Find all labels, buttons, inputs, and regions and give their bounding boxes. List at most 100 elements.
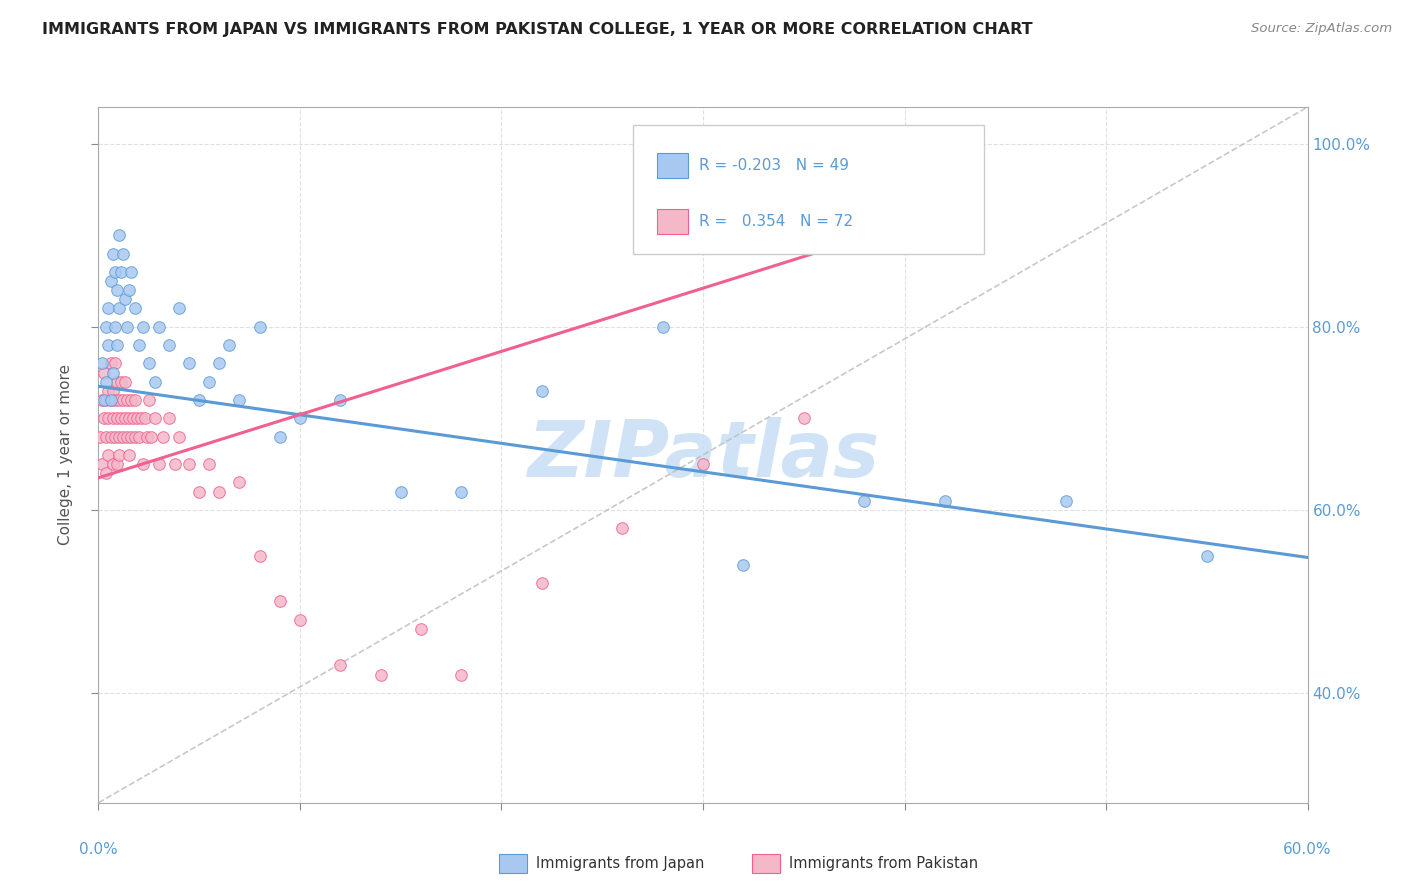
Point [120,429,142,443]
Point [101,411,124,425]
Point [139,429,162,443]
Point [198,375,221,389]
Point [409,622,432,636]
Point [208,356,231,370]
Point [128,429,150,443]
Text: IMMIGRANTS FROM JAPAN VS IMMIGRANTS FROM PAKISTAN COLLEGE, 1 YEAR OR MORE CORREL: IMMIGRANTS FROM JAPAN VS IMMIGRANTS FROM… [42,22,1033,37]
Point [138,392,160,407]
Point [692,457,714,471]
Point [1054,493,1077,508]
Point [93,392,115,407]
Point [188,484,211,499]
Point [179,356,201,370]
Point [111,246,134,260]
Text: ZIPatlas: ZIPatlas [527,417,879,493]
Point [228,392,250,407]
Point [129,411,152,425]
Point [167,301,190,316]
Point [96,392,118,407]
Point [163,457,186,471]
Point [208,484,231,499]
Y-axis label: College, 1 year or more: College, 1 year or more [58,365,73,545]
Point [118,411,141,425]
Point [107,448,129,462]
Point [93,411,115,425]
Point [124,392,146,407]
Text: R = -0.203   N = 49: R = -0.203 N = 49 [699,159,849,173]
Point [103,429,125,443]
Point [89,429,111,443]
Point [107,301,129,316]
Point [91,356,114,370]
Point [288,411,311,425]
Point [111,429,134,443]
Point [97,338,120,352]
Point [97,411,120,425]
Point [138,356,160,370]
Point [132,319,155,334]
Point [269,429,291,443]
Point [96,319,118,334]
Point [118,283,141,297]
Point [100,392,122,407]
Point [329,658,352,673]
Point [100,392,122,407]
Point [853,493,876,508]
Point [103,265,125,279]
Point [101,457,124,471]
Point [96,429,118,443]
Text: Source: ZipAtlas.com: Source: ZipAtlas.com [1251,22,1392,36]
Point [651,319,673,334]
Point [249,549,271,563]
Point [370,667,392,681]
Point [107,228,129,243]
Point [114,411,136,425]
Point [111,392,134,407]
Point [110,375,132,389]
Point [120,392,142,407]
Point [91,392,114,407]
Text: 0.0%: 0.0% [79,842,118,856]
Point [118,448,141,462]
Point [124,429,146,443]
Point [105,457,128,471]
Point [128,338,150,352]
Point [157,338,180,352]
Point [218,338,240,352]
Point [132,457,155,471]
Point [110,411,132,425]
Point [103,392,125,407]
Point [288,613,311,627]
Point [450,484,472,499]
Point [198,457,221,471]
Point [530,384,553,398]
Point [93,366,115,380]
Point [107,429,129,443]
Point [329,392,352,407]
Point [148,319,170,334]
Point [134,411,156,425]
Point [1195,549,1218,563]
Point [91,457,114,471]
Point [157,411,180,425]
Point [135,429,157,443]
Point [97,384,120,398]
Point [188,392,211,407]
Point [100,356,122,370]
Point [124,301,146,316]
Point [148,457,170,471]
Point [114,375,136,389]
Point [167,429,190,443]
Point [120,265,142,279]
Point [107,392,129,407]
Point [101,246,124,260]
Point [101,384,124,398]
Point [793,411,815,425]
Point [105,283,128,297]
Point [96,467,118,481]
Point [530,576,553,591]
Point [105,338,128,352]
Point [450,667,472,681]
Point [96,375,118,389]
Point [249,319,271,334]
